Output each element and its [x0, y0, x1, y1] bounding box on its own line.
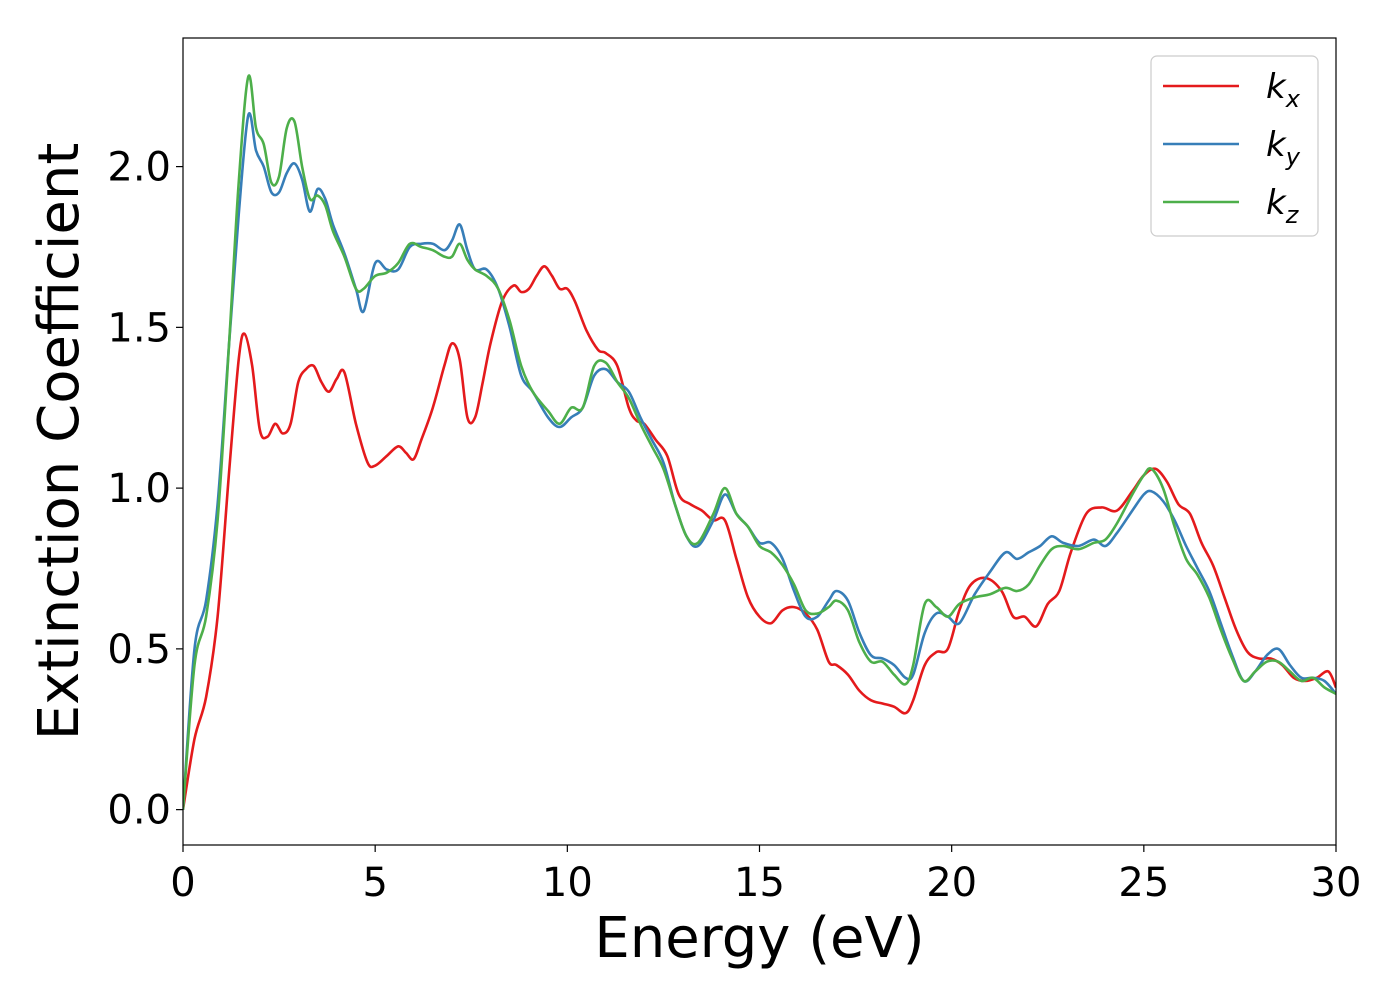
x-axis: 0 5 10 15 20 25 30	[170, 845, 1361, 906]
y-tick-label: 2.0	[107, 145, 171, 191]
x-tick-label: 5	[362, 860, 387, 906]
y-axis: 0.0 0.5 1.0 1.5 2.0	[107, 145, 183, 834]
legend-label-base: k	[1266, 125, 1287, 165]
x-tick-label: 25	[1118, 860, 1169, 906]
legend-label-ky: ky	[1266, 125, 1301, 171]
legend-label-subscript: y	[1285, 143, 1301, 171]
legend-box	[1150, 55, 1319, 237]
legend-label-subscript: z	[1285, 201, 1300, 229]
y-tick-label: 0.5	[107, 627, 171, 673]
y-tick-label: 1.5	[107, 305, 171, 351]
x-axis-label: Energy (eV)	[594, 906, 924, 971]
y-tick-label: 1.0	[107, 466, 171, 512]
series-line-ky	[183, 111, 1336, 810]
x-tick-label: 20	[926, 860, 977, 906]
series-line-kz	[183, 74, 1336, 810]
x-tick-label: 15	[734, 860, 785, 906]
series-line-kx	[183, 265, 1336, 810]
series-layer	[183, 74, 1336, 810]
legend-label-base: k	[1266, 67, 1287, 107]
x-tick-label: 0	[170, 860, 195, 906]
y-tick-label: 0.0	[107, 788, 171, 834]
x-tick-label: 30	[1311, 860, 1362, 906]
legend-label-subscript: x	[1285, 85, 1301, 113]
legend-label-kx: kx	[1266, 67, 1301, 113]
legend-label-base: k	[1266, 183, 1287, 223]
y-axis-label: Extinction Coefficient	[27, 143, 92, 741]
x-tick-label: 10	[542, 860, 593, 906]
legend-label-kz: kz	[1266, 183, 1300, 229]
